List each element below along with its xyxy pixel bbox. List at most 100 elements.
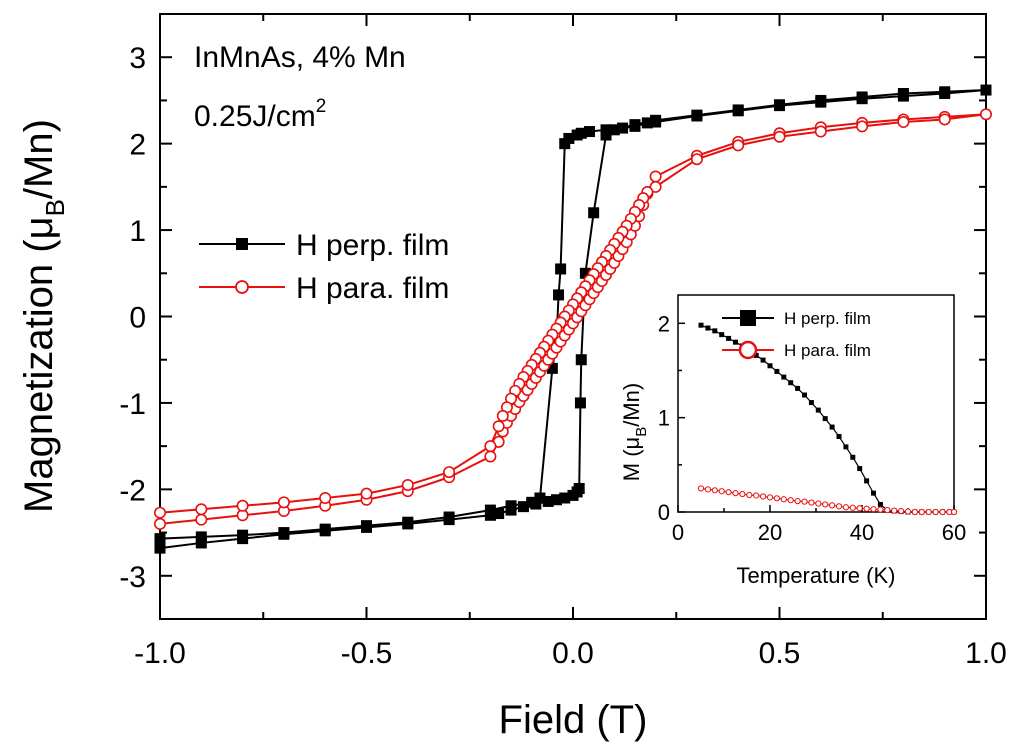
y-tick-label: -2 — [119, 474, 146, 507]
data-point-para — [496, 409, 509, 422]
data-point-perp — [829, 424, 835, 430]
data-point-perp — [705, 325, 711, 331]
data-point-perp — [617, 122, 629, 134]
y-tick-label: 0 — [129, 302, 146, 335]
y-axis-title-mu: μ — [17, 216, 61, 239]
data-point-para — [319, 491, 332, 504]
data-point-perp — [712, 328, 718, 334]
data-point-para — [732, 490, 739, 497]
data-point-perp — [719, 332, 725, 338]
data-point-para — [154, 517, 167, 530]
data-point-para — [863, 505, 870, 512]
data-point-perp — [237, 529, 249, 541]
sample-annotation: InMnAs, 4% Mn — [194, 41, 406, 74]
data-point-para — [904, 508, 912, 515]
data-point-perp — [573, 482, 585, 494]
data-point-perp — [484, 504, 496, 516]
data-point-perp — [278, 527, 290, 539]
data-point-perp — [517, 501, 529, 513]
data-point-para — [925, 508, 932, 516]
inset-axis-ticks: 0 20 40 60 0 1 2 — [658, 311, 966, 545]
data-point-para — [649, 170, 662, 183]
data-point-para — [154, 506, 167, 519]
data-point-perp — [753, 352, 759, 358]
data-point-para — [711, 487, 718, 494]
data-point-para — [822, 501, 829, 508]
main-plot-series — [154, 84, 992, 554]
data-point-para — [236, 499, 249, 512]
data-point-perp — [760, 357, 766, 363]
legend-para-marker — [235, 280, 249, 294]
data-point-perp — [857, 466, 863, 472]
data-point-para — [918, 508, 925, 516]
x-tick-label: 0.0 — [552, 637, 594, 670]
data-point-perp — [850, 454, 856, 460]
data-point-perp — [802, 392, 807, 398]
data-point-perp — [774, 368, 780, 374]
x-axis-title: Field (T) — [499, 698, 648, 742]
data-point-perp — [555, 263, 567, 275]
inset-chart: 0 20 40 60 0 1 2 Temperature (K) M (μB/Mn) H p… — [619, 294, 966, 588]
data-point-perp — [154, 533, 166, 545]
data-point-para — [732, 139, 745, 152]
data-point-para — [401, 479, 414, 492]
data-point-perp — [641, 117, 653, 129]
data-point-para — [898, 507, 905, 515]
inset-legend: H perp. film H para. film — [722, 309, 871, 360]
data-point-perp — [815, 407, 821, 413]
data-point-perp — [691, 110, 703, 122]
data-point-para — [704, 486, 712, 493]
data-point-perp — [650, 116, 662, 128]
y-axis-title: Magnetization (μB/Mn) — [17, 119, 70, 513]
data-point-para — [739, 490, 746, 498]
x-tick-label: 20 — [758, 520, 782, 545]
data-point-para — [773, 495, 781, 502]
data-point-perp — [575, 354, 587, 366]
data-point-para — [718, 488, 725, 495]
y-tick-label: 1 — [658, 406, 670, 431]
inset-legend-perp-label: H perp. film — [784, 309, 871, 328]
data-point-perp — [864, 478, 870, 484]
data-point-para — [794, 498, 801, 505]
data-point-perp — [600, 124, 612, 136]
data-point-para — [649, 180, 662, 193]
legend-perp-marker — [236, 238, 248, 250]
data-point-perp — [443, 511, 455, 523]
data-point-para — [725, 489, 732, 496]
inset-legend-perp-marker — [740, 310, 756, 326]
legend-para-label: H para. film — [296, 272, 449, 305]
data-point-perp — [588, 207, 600, 219]
data-point-para — [697, 485, 705, 492]
data-point-perp — [571, 129, 583, 141]
data-point-para — [891, 507, 898, 514]
data-point-para — [932, 508, 939, 516]
y-axis-title-prefix: Magnetization ( — [17, 239, 61, 513]
data-point-para — [849, 504, 856, 511]
y-tick-label: -3 — [119, 561, 146, 594]
data-point-para — [884, 507, 891, 514]
data-point-para — [835, 503, 843, 510]
data-point-para — [787, 497, 794, 504]
inset-y-title-prefix: M ( — [619, 449, 644, 481]
data-point-perp — [767, 363, 773, 369]
data-point-perp — [195, 531, 207, 543]
x-tick-label: 0.5 — [759, 637, 801, 670]
data-point-perp — [195, 537, 207, 549]
inset-y-title-mu: μ — [619, 437, 644, 450]
y-tick-label: -1 — [119, 388, 146, 421]
data-point-para — [829, 502, 836, 509]
data-point-para — [808, 499, 815, 506]
data-point-perp — [726, 335, 732, 341]
data-point-perp — [559, 138, 571, 150]
inset-x-axis-title: Temperature (K) — [737, 563, 896, 588]
data-point-para — [911, 508, 919, 516]
data-point-para — [195, 513, 208, 526]
inset-legend-para-marker — [738, 340, 758, 360]
x-tick-label: -1.0 — [134, 637, 186, 670]
data-point-para — [950, 508, 958, 516]
y-axis-title-suffix: /Mn) — [17, 119, 61, 199]
data-point-para — [814, 125, 827, 138]
data-point-perp — [319, 523, 331, 535]
data-point-para — [856, 505, 863, 512]
